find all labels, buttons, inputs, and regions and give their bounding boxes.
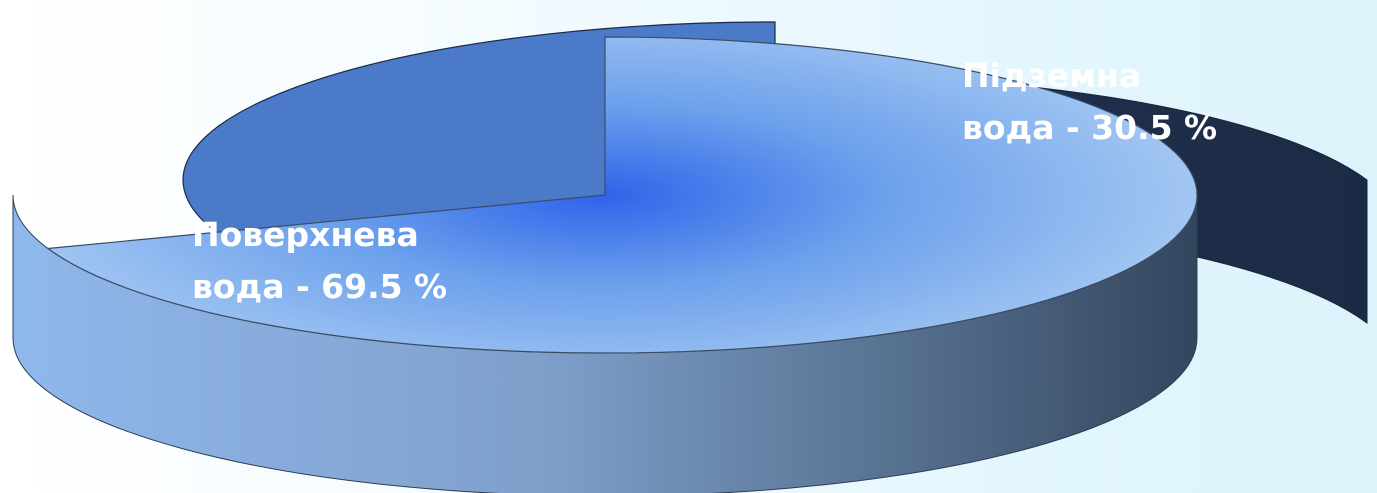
slice-label-groundwater: Підземна вода - 30.5 % [962,50,1217,154]
slice-label-ground-line2: вода - 30.5 % [962,108,1218,147]
slice-label-surface-line1: Поверхнева [192,215,419,254]
slice-label-surface-water: Поверхнева вода - 69.5 % [192,209,447,313]
slice-surface-top [46,36,1198,354]
slice-label-ground-line1: Підземна [962,56,1142,95]
slice-label-surface-line2: вода - 69.5 % [192,267,448,306]
